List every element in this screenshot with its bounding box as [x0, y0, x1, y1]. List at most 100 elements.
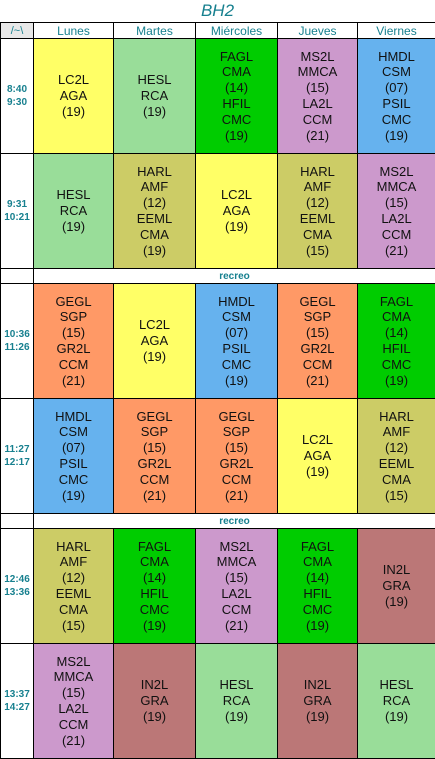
class-line: GEGL — [136, 408, 173, 424]
class-line: HARL — [137, 163, 172, 179]
class-line: GR2L — [137, 456, 172, 471]
class-line: CMA — [140, 226, 169, 242]
class-cell-jueves: MS2L MMCA (15) LA2L CCM (21) — [277, 38, 358, 154]
class-line: (07) — [384, 80, 409, 96]
class-line: FAGL — [300, 538, 335, 554]
class-line: (21) — [61, 732, 86, 748]
period-row: 13:37 14:27 MS2L MMCA (15) LA2L CCM (21) IN2L GRA… — [0, 643, 435, 759]
period-time: 9:31 10:21 — [0, 153, 34, 269]
class-cell-martes: HARL AMF (12) EEML CMA (19) — [113, 153, 196, 269]
class-line: (19) — [142, 348, 167, 364]
class-line: FAGL — [137, 538, 172, 554]
class-line: (15) — [305, 80, 330, 96]
class-cell-jueves: HARL AMF (12) EEML CMA (15) — [277, 153, 358, 269]
class-line: HESL — [219, 677, 254, 693]
recess-gap — [0, 513, 34, 529]
recess-gap — [0, 268, 34, 284]
period-end-time: 14:27 — [4, 702, 30, 713]
class-line: HARL — [379, 408, 414, 424]
class-line: PSIL — [222, 341, 251, 356]
class-line: (12) — [61, 570, 86, 586]
class-line: CSM — [59, 424, 88, 440]
class-line: SGP — [140, 424, 169, 440]
class-line: GRA — [382, 578, 411, 594]
class-line: AGA — [140, 333, 169, 349]
class-line: (14) — [224, 80, 249, 96]
class-line: SGP — [59, 309, 88, 325]
class-cell-miercoles: LC2L AGA (19) — [195, 153, 278, 269]
class-cell-lunes: GEGL SGP (15) GR2L CCM (21) — [33, 283, 114, 399]
day-header-lunes: Lunes — [33, 22, 114, 39]
period-time: 13:37 14:27 — [0, 643, 34, 759]
class-line: CMC — [302, 601, 333, 617]
class-line: GR2L — [300, 341, 335, 356]
class-line: CMA — [382, 471, 411, 487]
period-end-time: 10:21 — [4, 212, 30, 223]
class-line: (21) — [142, 487, 167, 503]
class-line: (19) — [142, 708, 167, 724]
class-line: IN2L — [140, 677, 169, 693]
class-line: CCM — [58, 716, 89, 732]
class-cell-miercoles: GEGL SGP (15) GR2L CCM (21) — [195, 398, 278, 514]
class-line: MS2L — [219, 538, 254, 554]
class-line: CCM — [381, 226, 412, 242]
period-row: 11:27 12:17 HMDL CSM (07) PSIL CMC (19) GEGL SGP(… — [0, 398, 435, 514]
class-line: CMA — [303, 554, 332, 570]
class-cell-viernes: HMDL CSM (07) PSIL CMC (19) — [357, 38, 435, 154]
class-cell-viernes: MS2L MMCA (15) LA2L CCM (21) — [357, 153, 435, 269]
class-line: (19) — [61, 103, 86, 119]
recess-row: recreo — [0, 268, 435, 284]
class-line: (21) — [61, 372, 86, 388]
class-line: (15) — [61, 325, 86, 341]
class-line: EEML — [299, 211, 336, 226]
class-line: LA2L — [302, 96, 333, 111]
period-row: 12:46 13:36 HARL AMF (12) EEML CMA (15) FAGL CMA(… — [0, 528, 435, 644]
class-line: GEGL — [299, 293, 336, 309]
class-line: CCM — [302, 111, 333, 127]
class-line: (15) — [61, 617, 86, 633]
class-line: (12) — [305, 195, 330, 211]
class-line: (15) — [61, 685, 86, 701]
class-line: IN2L — [382, 562, 411, 578]
class-line: RCA — [59, 203, 88, 219]
recess-row: recreo — [0, 513, 435, 529]
period-row: 10:36 11:26 GEGL SGP (15) GR2L CCM (21) LC2L AGA(… — [0, 283, 435, 399]
class-line: CMC — [221, 111, 252, 127]
class-cell-lunes: HMDL CSM (07) PSIL CMC (19) — [33, 398, 114, 514]
class-line: (12) — [384, 440, 409, 456]
class-line: FAGL — [379, 293, 414, 309]
class-cell-lunes: MS2L MMCA (15) LA2L CCM (21) — [33, 643, 114, 759]
class-line: (19) — [224, 127, 249, 143]
day-header-jueves: Jueves — [277, 22, 358, 39]
class-line: CMC — [381, 111, 412, 127]
class-line: CMC — [221, 356, 252, 372]
class-cell-martes: IN2L GRA (19) — [113, 643, 196, 759]
schedule-title: BH2 — [200, 1, 235, 20]
period-start-time: 11:27 — [4, 444, 30, 455]
class-line: (21) — [305, 127, 330, 143]
period-end-time: 12:17 — [4, 457, 30, 468]
period-start-time: 9:31 — [6, 199, 27, 210]
class-line: (12) — [142, 195, 167, 211]
class-line: AMF — [303, 179, 332, 195]
class-line: (14) — [384, 325, 409, 341]
class-cell-martes: GEGL SGP (15) GR2L CCM (21) — [113, 398, 196, 514]
class-line: MMCA — [297, 64, 338, 80]
class-cell-lunes: LC2L AGA (19) — [33, 38, 114, 154]
class-line: GEGL — [55, 293, 92, 309]
class-line: (19) — [305, 617, 330, 633]
class-line: AMF — [382, 424, 411, 440]
class-cell-jueves: LC2L AGA (19) — [277, 398, 358, 514]
class-line: MMCA — [216, 554, 257, 570]
class-line: (15) — [305, 242, 330, 258]
class-line: LC2L — [57, 72, 90, 88]
period-time: 12:46 13:36 — [0, 528, 34, 644]
class-line: RCA — [382, 693, 411, 709]
class-line: HESL — [56, 187, 91, 203]
class-line: SGP — [222, 424, 251, 440]
class-line: PSIL — [59, 456, 88, 471]
class-line: (19) — [384, 127, 409, 143]
class-line: HFIL — [222, 96, 251, 111]
class-line: (19) — [384, 372, 409, 388]
class-line: (14) — [305, 570, 330, 586]
